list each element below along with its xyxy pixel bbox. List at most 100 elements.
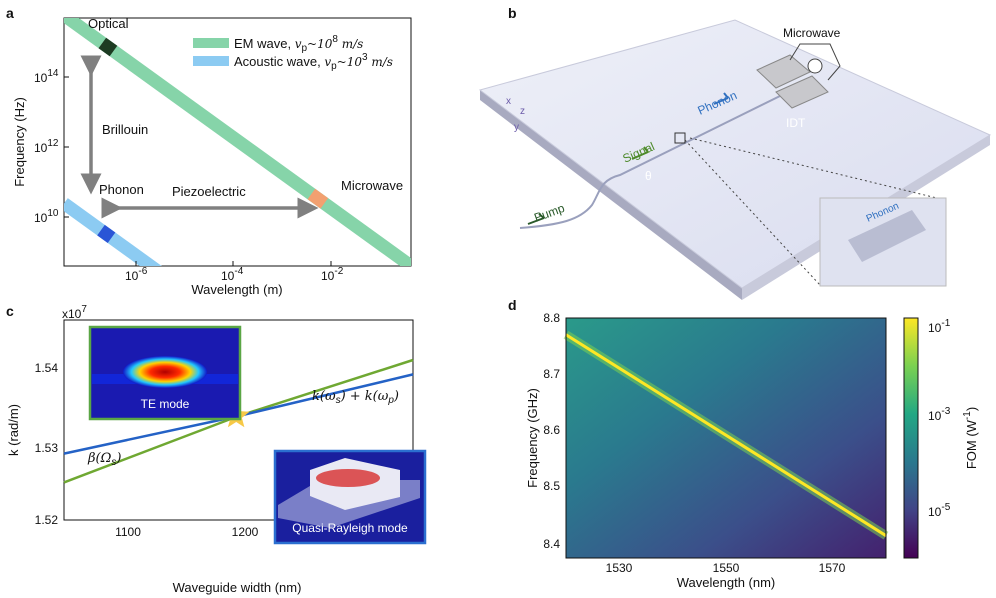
zoom-line-1	[684, 139, 821, 286]
panel-c-frame	[63, 319, 414, 521]
panel-a-xtick-2-exp: -4	[234, 266, 243, 277]
panel-c-xlabel: Waveguide width (nm)	[173, 580, 302, 595]
optical-marker	[98, 37, 118, 57]
svg-text:10-6: 10-6	[125, 266, 148, 283]
legend-em-swatch	[193, 38, 229, 48]
panel-a-xtick-2: 10-4	[221, 266, 244, 283]
qr-mode-inset: Quasi-Rayleigh mode	[273, 449, 427, 545]
panel-d-letter: d	[508, 297, 517, 313]
legend-em-unit: m/s	[338, 37, 363, 51]
label-beta-a: β(Ω	[87, 451, 112, 466]
panel-c-ytick-153: 1.53	[35, 441, 59, 455]
idt-pad-top	[756, 54, 811, 89]
phonon-arrow-icon	[713, 92, 729, 105]
te-mode-field	[123, 356, 207, 388]
svg-text:10-2: 10-2	[321, 266, 344, 283]
panel-d-ytick-84: 8.4	[543, 537, 560, 551]
legend-em-exp: 8	[332, 34, 338, 45]
label-k-p: p	[387, 395, 394, 406]
legend-em-label: EM wave, vp~108 m/s	[234, 34, 363, 54]
idt-pad-bottom	[775, 75, 829, 109]
panel-a-ytick-1-base: 10	[34, 71, 48, 85]
axis-y-label: y	[514, 122, 519, 133]
panel-c-ylabel: k (rad/m)	[6, 404, 21, 456]
cbar-tick-3-exp: -5	[941, 502, 950, 513]
cbar-tick-3: 10-5	[928, 502, 951, 519]
legend-em-sub: p	[301, 43, 307, 54]
label-k-end: )	[393, 389, 399, 404]
annot-brillouin: Brillouin	[102, 122, 148, 137]
panel-c-xtick-1100: 1100	[115, 525, 141, 539]
label-idt: IDT	[786, 116, 806, 130]
annot-optical: Optical	[88, 16, 129, 31]
signal-arrow-icon	[631, 146, 649, 160]
svg-text:10-4: 10-4	[221, 266, 244, 283]
legend-ac-unit: m/s	[368, 55, 393, 69]
panel-a-ytick-3: 1010	[34, 208, 59, 225]
panel-a-ytick-3-base: 10	[34, 211, 48, 225]
legend-ac-v: v	[324, 55, 331, 69]
label-theta: θ	[645, 169, 652, 183]
label-beta: β(Ωs)	[87, 451, 121, 468]
panel-c-scale: x107	[62, 304, 87, 321]
label-k-s: s	[336, 395, 341, 406]
svg-text:1010: 1010	[34, 208, 59, 225]
pump-arrow-icon	[527, 213, 545, 225]
chip-top	[478, 19, 992, 289]
inset-waveguide	[848, 210, 926, 262]
panel-a-ytick-1: 1014	[34, 68, 59, 85]
panel-d-frame	[565, 317, 887, 559]
panel-a-xtick-1-base: 10	[125, 269, 139, 283]
device-illustration: Microwave Phonon IDT Signal Pump θ x z y…	[478, 19, 992, 300]
panel-a-ytick-1-exp: 14	[47, 68, 59, 79]
ridge-line	[565, 333, 887, 537]
qr-label: Quasi-Rayleigh mode	[292, 521, 408, 535]
em-wave-line	[64, 18, 411, 266]
legend-em-rest: ~10	[307, 37, 333, 51]
label-k-mid: ) + k(ω	[340, 389, 389, 404]
label-beta-end: )	[115, 451, 121, 466]
panel-a-ylabel: Frequency (Hz)	[12, 97, 27, 187]
panel-a-xtick-1-exp: -6	[138, 266, 147, 277]
cbar-label: FOM (W-1)	[962, 407, 979, 469]
panel-a-ytick-3-exp: 10	[47, 208, 59, 219]
cbar-label-a: FOM (W	[964, 419, 979, 469]
panel-d-xlabel: Wavelength (nm)	[677, 575, 776, 590]
legend-ac-label: Acoustic wave, vp~103 m/s	[234, 52, 393, 72]
panel-d-ylabel: Frequency (GHz)	[525, 388, 540, 488]
panel-c-xtick-1200: 1200	[232, 525, 259, 539]
cbar-tick-2: 10-3	[928, 406, 951, 423]
panel-d-chart	[563, 330, 889, 540]
te-mode-inset: TE mode	[88, 325, 242, 421]
panel-c-letter: c	[6, 303, 14, 319]
panel-a-xtick-3-base: 10	[321, 269, 335, 283]
svg-text:10-5: 10-5	[928, 502, 951, 519]
panel-a-xtick-3-exp: -2	[334, 266, 343, 277]
legend-ac-exp: 3	[362, 52, 368, 63]
cbar-tick-2-base: 10	[928, 409, 942, 423]
legend-em-text: EM wave,	[234, 36, 295, 51]
legend-ac-text: Acoustic wave,	[234, 54, 324, 69]
cbar-tick-1-base: 10	[928, 321, 942, 335]
annot-piezo: Piezoelectric	[172, 184, 246, 199]
qr-mode-field	[316, 469, 380, 487]
panel-d-ytick-85: 8.5	[543, 479, 560, 493]
annot-phonon: Phonon	[99, 182, 144, 197]
panel-a-ytick-2-exp: 12	[47, 138, 59, 149]
panel-b-letter: b	[508, 5, 517, 21]
panel-d-xtick-1570: 1570	[819, 561, 846, 575]
panel-a-xtick-3: 10-2	[321, 266, 344, 283]
panel-a-ytick-2: 1012	[34, 138, 59, 155]
panel-d-xtick-1530: 1530	[606, 561, 633, 575]
axis-x-label: x	[506, 96, 511, 107]
colorbar	[903, 317, 919, 559]
acoustic-wave-line	[64, 198, 162, 266]
cbar-tick-3-base: 10	[928, 505, 942, 519]
annot-microwave: Microwave	[341, 178, 403, 193]
label-microwave: Microwave	[783, 26, 841, 40]
panel-d-xtick-1550: 1550	[713, 561, 740, 575]
te-label: TE mode	[141, 397, 190, 411]
microwave-source-icon	[807, 58, 823, 74]
panel-a-ytick-2-base: 10	[34, 141, 48, 155]
